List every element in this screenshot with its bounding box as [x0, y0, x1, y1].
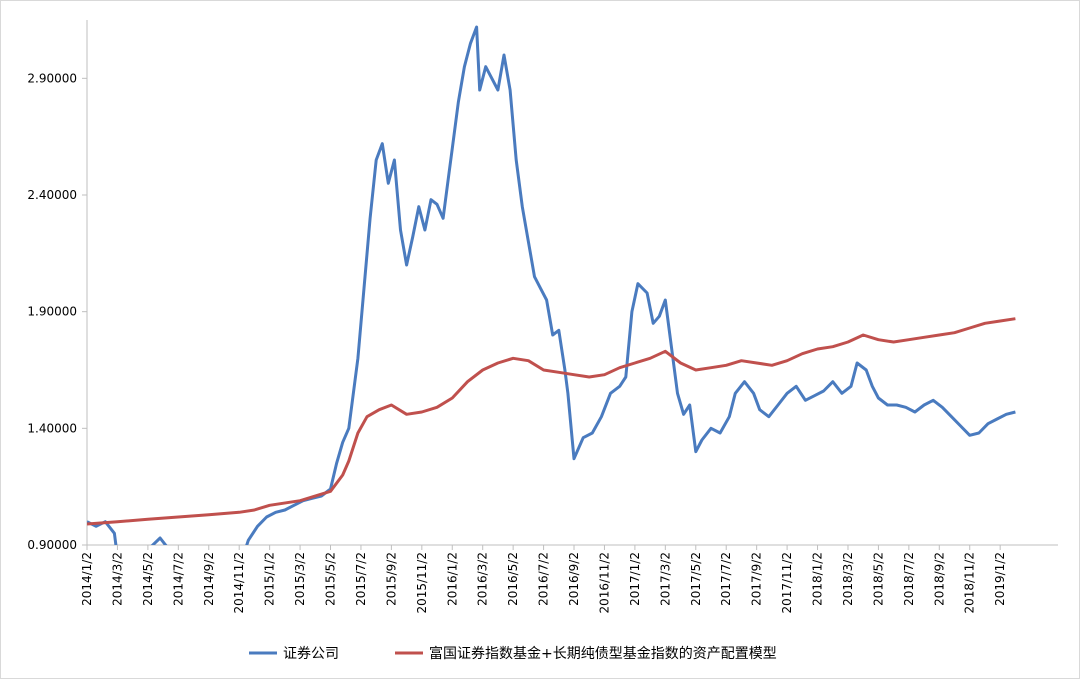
x-tick-label: 2014/5/2 [141, 552, 155, 606]
series-line-1 [87, 317, 1016, 526]
legend: 证券公司 富国证券指数基金+长期纯债型基金指数的资产配置模型 [249, 645, 777, 662]
x-tick-label: 2014/11/2 [232, 552, 246, 614]
x-tick-label: 2016/1/2 [445, 552, 459, 606]
x-tick-label: 2015/9/2 [384, 552, 398, 606]
y-tick-label: 1.40000 [27, 421, 77, 435]
x-tick-label: 2019/1/2 [993, 552, 1007, 606]
y-tick-label: 2.90000 [27, 71, 77, 85]
y-tick-label: 1.90000 [27, 305, 77, 319]
y-tick-label: 0.90000 [27, 538, 77, 552]
x-tick-label: 2017/5/2 [689, 552, 703, 606]
x-tick-label: 2018/1/2 [811, 552, 825, 606]
x-tick-label: 2015/7/2 [354, 552, 368, 606]
series-lines [87, 25, 1016, 545]
x-tick-label: 2015/11/2 [415, 552, 429, 614]
x-tick-label: 2015/3/2 [293, 552, 307, 606]
x-tick-label: 2018/9/2 [932, 552, 946, 606]
x-tick-label: 2018/5/2 [871, 552, 885, 606]
y-tick-label: 2.40000 [27, 188, 77, 202]
x-tick-label: 2018/11/2 [963, 552, 977, 614]
x-tick-label: 2016/3/2 [476, 552, 490, 606]
x-tick-label: 2017/3/2 [658, 552, 672, 606]
x-tick-label: 2014/7/2 [171, 552, 185, 606]
x-tick-label: 2016/5/2 [506, 552, 520, 606]
y-axis: 0.90000 1.40000 1.90000 2.40000 2.90000 [27, 20, 88, 552]
x-tick-label: 2014/3/2 [110, 552, 124, 606]
x-tick-label: 2014/1/2 [80, 552, 94, 606]
x-tick-label: 2017/9/2 [750, 552, 764, 606]
x-tick-label: 2016/11/2 [597, 552, 611, 614]
x-tick-label: 2018/7/2 [902, 552, 916, 606]
x-tick-label: 2014/9/2 [202, 552, 216, 606]
series-line-0 [87, 25, 1016, 545]
x-tick-label: 2015/1/2 [263, 552, 277, 606]
x-tick-label: 2017/1/2 [628, 552, 642, 606]
legend-label: 证券公司 [283, 646, 339, 662]
legend-item-0: 证券公司 [249, 646, 339, 662]
legend-label: 富国证券指数基金+长期纯债型基金指数的资产配置模型 [429, 645, 777, 662]
x-tick-label: 2018/3/2 [841, 552, 855, 606]
x-tick-label: 2016/7/2 [537, 552, 551, 606]
x-tick-label: 2017/11/2 [780, 552, 794, 614]
x-tick-label: 2017/7/2 [719, 552, 733, 606]
x-axis: 2014/1/2 2014/3/2 2014/5/2 2014/7/2 2014/9/2… [80, 544, 1058, 614]
x-tick-label: 2015/5/2 [324, 552, 338, 606]
x-tick-label: 2016/9/2 [567, 552, 581, 606]
legend-item-1: 富国证券指数基金+长期纯债型基金指数的资产配置模型 [395, 645, 777, 662]
